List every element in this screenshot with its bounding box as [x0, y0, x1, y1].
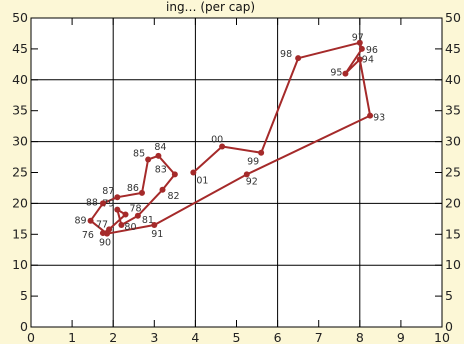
point-label-78: 78	[130, 204, 142, 215]
point-label-96: 96	[366, 45, 378, 56]
y-tick-label-right: 30	[445, 134, 461, 149]
data-point-91	[151, 222, 158, 229]
data-point-93	[367, 112, 374, 119]
point-label-86: 86	[127, 183, 139, 194]
y-tick-label-right: 40	[445, 72, 461, 87]
x-tick-label: 3	[150, 330, 158, 344]
data-point-92	[243, 171, 250, 178]
point-label-93: 93	[373, 113, 385, 124]
data-point-98	[295, 55, 302, 62]
data-point-79	[114, 206, 121, 213]
y-tick-label-left: 45	[12, 41, 28, 56]
x-tick-label: 5	[233, 330, 241, 344]
y-tick-label-right: 10	[445, 257, 461, 272]
point-label-88: 88	[86, 197, 98, 208]
point-label-94: 94	[362, 54, 374, 65]
x-tick-label: 10	[434, 330, 450, 344]
y-tick-label-left: 30	[12, 134, 28, 149]
data-point-96	[358, 45, 365, 52]
y-tick-label-right: 35	[445, 103, 461, 118]
x-tick-label: 1	[68, 330, 76, 344]
data-point-97	[356, 39, 363, 46]
y-tick-label-right: 50	[445, 10, 461, 25]
data-point-83	[171, 171, 178, 178]
y-tick-label-left: 50	[12, 10, 28, 25]
data-point-95	[342, 70, 349, 77]
y-tick-label-left: 20	[12, 195, 28, 210]
point-label-91: 91	[151, 229, 163, 240]
x-tick-label: 0	[27, 330, 35, 344]
y-tick-label-right: 15	[445, 226, 461, 241]
data-point-00	[219, 143, 226, 150]
y-tick-label-left: 0	[20, 319, 28, 334]
y-tick-label-left: 15	[12, 226, 28, 241]
y-tick-label-left: 10	[12, 257, 28, 272]
y-tick-label-right: 5	[445, 288, 453, 303]
x-tick-label: 9	[397, 330, 405, 344]
data-point-99	[258, 149, 265, 156]
point-label-77: 77	[96, 219, 108, 230]
x-tick-label: 6	[274, 330, 282, 344]
point-label-82: 82	[168, 191, 180, 202]
data-point-78	[122, 211, 129, 218]
plot-area	[31, 18, 442, 327]
point-label-90: 90	[99, 238, 111, 249]
y-tick-label-left: 35	[12, 103, 28, 118]
y-tick-label-right: 20	[445, 195, 461, 210]
y-tick-label-right: 25	[445, 165, 461, 180]
point-label-79: 79	[102, 199, 114, 210]
y-tick-label-left: 40	[12, 72, 28, 87]
data-point-88	[99, 200, 106, 207]
point-label-76: 76	[82, 230, 94, 241]
point-label-98: 98	[280, 49, 292, 60]
data-point-90	[104, 230, 111, 237]
data-point-01	[190, 169, 197, 176]
data-point-82	[159, 186, 166, 193]
point-label-95: 95	[330, 68, 342, 79]
data-point-86	[138, 189, 145, 196]
y-tick-label-right: 0	[445, 319, 453, 334]
y-tick-label-left: 25	[12, 165, 28, 180]
chart-title-partial: ing… (per cap)	[166, 0, 255, 14]
point-label-99: 99	[247, 157, 259, 168]
point-label-87: 87	[102, 186, 114, 197]
data-point-84	[155, 152, 162, 159]
point-label-01: 01	[196, 176, 208, 187]
data-point-89	[87, 217, 94, 224]
data-point-85	[145, 156, 152, 163]
point-label-92: 92	[246, 176, 258, 187]
data-point-81	[134, 212, 141, 219]
x-tick-label: 8	[356, 330, 364, 344]
x-tick-label: 7	[315, 330, 323, 344]
point-label-85: 85	[133, 149, 145, 160]
point-label-83: 83	[155, 164, 167, 175]
data-point-80	[118, 222, 125, 229]
data-point-94	[356, 56, 363, 63]
point-label-89: 89	[75, 216, 87, 227]
point-label-00: 00	[211, 135, 223, 146]
y-tick-label-left: 5	[20, 288, 28, 303]
x-tick-label: 2	[109, 330, 117, 344]
point-label-84: 84	[154, 142, 166, 153]
point-label-97: 97	[352, 33, 364, 44]
y-tick-label-right: 45	[445, 41, 461, 56]
point-label-81: 81	[142, 215, 154, 226]
data-point-87	[114, 194, 121, 201]
grid	[31, 18, 442, 327]
plot-frame	[30, 17, 443, 328]
point-label-80: 80	[124, 222, 136, 233]
x-tick-label: 4	[191, 330, 199, 344]
